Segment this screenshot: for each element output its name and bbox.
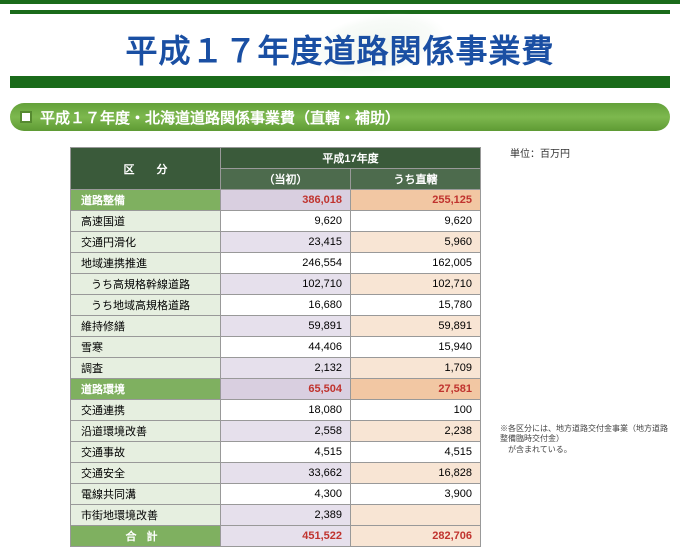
row-value-initial: 451,522 (221, 526, 351, 547)
section-subheader: 平成１７年度・北海道道路関係事業費（直轄・補助） (10, 103, 670, 131)
table-row: 合計451,522282,706 (71, 526, 481, 547)
row-label: 交通円滑化 (71, 232, 221, 253)
row-label: 道路整備 (71, 190, 221, 211)
row-label: 地域連携推進 (71, 253, 221, 274)
table-row: 道路整備386,018255,125 (71, 190, 481, 211)
table-row: 維持修繕59,89159,891 (71, 316, 481, 337)
row-value-initial: 9,620 (221, 211, 351, 232)
row-value-initial: 4,300 (221, 484, 351, 505)
row-label: 道路環境 (71, 379, 221, 400)
footnote-line1: ※各区分には、地方道路交付金事業（地方道路整備臨時交付金） (500, 424, 668, 443)
row-value-initial: 2,132 (221, 358, 351, 379)
table-row: 電線共同溝4,3003,900 (71, 484, 481, 505)
table-row: うち地域高規格道路16,68015,780 (71, 295, 481, 316)
col-initial: （当初） (221, 169, 351, 190)
row-value-initial: 2,389 (221, 505, 351, 526)
row-value-direct: 1,709 (351, 358, 481, 379)
row-label: 市街地環境改善 (71, 505, 221, 526)
subhead-text: 平成１７年度・北海道道路関係事業費（直轄・補助） (40, 107, 400, 128)
row-value-initial: 33,662 (221, 463, 351, 484)
budget-table: 区 分 平成17年度 （当初） うち直轄 道路整備386,018255,125高… (70, 147, 481, 547)
row-value-initial: 102,710 (221, 274, 351, 295)
row-value-direct: 3,900 (351, 484, 481, 505)
table-row: 調査2,1321,709 (71, 358, 481, 379)
table-row: 沿道環境改善2,5582,238 (71, 421, 481, 442)
row-value-direct: 2,238 (351, 421, 481, 442)
row-value-direct: 9,620 (351, 211, 481, 232)
table-row: 雪寒44,40615,940 (71, 337, 481, 358)
row-value-initial: 16,680 (221, 295, 351, 316)
row-label: 雪寒 (71, 337, 221, 358)
row-label: 高速国道 (71, 211, 221, 232)
row-value-initial: 4,515 (221, 442, 351, 463)
row-value-initial: 18,080 (221, 400, 351, 421)
table-row: 地域連携推進246,554162,005 (71, 253, 481, 274)
row-value-direct (351, 505, 481, 526)
row-value-initial: 2,558 (221, 421, 351, 442)
row-label: 電線共同溝 (71, 484, 221, 505)
unit-label: 単位：百万円 (510, 145, 570, 160)
footnote: ※各区分には、地方道路交付金事業（地方道路整備臨時交付金） が含まれている。 (500, 424, 670, 455)
table-row: 交通円滑化23,4155,960 (71, 232, 481, 253)
subhead-bullet-icon (20, 111, 32, 123)
row-label: 調査 (71, 358, 221, 379)
title-banner: 平成１７年度道路関係事業費 (10, 10, 670, 88)
col-direct: うち直轄 (351, 169, 481, 190)
row-value-direct: 27,581 (351, 379, 481, 400)
row-value-initial: 59,891 (221, 316, 351, 337)
row-value-direct: 15,780 (351, 295, 481, 316)
row-value-direct: 162,005 (351, 253, 481, 274)
row-value-direct: 282,706 (351, 526, 481, 547)
table-row: 交通連携18,080100 (71, 400, 481, 421)
col-category: 区 分 (71, 148, 221, 190)
row-value-direct: 59,891 (351, 316, 481, 337)
row-label: 交通事故 (71, 442, 221, 463)
col-year: 平成17年度 (221, 148, 481, 169)
row-value-initial: 44,406 (221, 337, 351, 358)
row-label: 維持修繕 (71, 316, 221, 337)
table-row: 交通安全33,66216,828 (71, 463, 481, 484)
row-label: 沿道環境改善 (71, 421, 221, 442)
row-value-initial: 246,554 (221, 253, 351, 274)
top-bar (0, 0, 680, 4)
row-label: うち地域高規格道路 (71, 295, 221, 316)
table-row: 道路環境65,50427,581 (71, 379, 481, 400)
row-value-initial: 65,504 (221, 379, 351, 400)
footnote-line2: が含まれている。 (500, 445, 572, 454)
row-value-direct: 16,828 (351, 463, 481, 484)
row-value-direct: 100 (351, 400, 481, 421)
row-value-direct: 255,125 (351, 190, 481, 211)
row-value-direct: 4,515 (351, 442, 481, 463)
table-row: 交通事故4,5154,515 (71, 442, 481, 463)
table-row: 高速国道9,6209,620 (71, 211, 481, 232)
row-label: 合計 (71, 526, 221, 547)
row-label: 交通連携 (71, 400, 221, 421)
table-row: 市街地環境改善2,389 (71, 505, 481, 526)
row-label: 交通安全 (71, 463, 221, 484)
table-row: うち高規格幹線道路102,710102,710 (71, 274, 481, 295)
row-value-initial: 386,018 (221, 190, 351, 211)
row-value-direct: 102,710 (351, 274, 481, 295)
row-value-direct: 5,960 (351, 232, 481, 253)
row-label: うち高規格幹線道路 (71, 274, 221, 295)
page-title: 平成１７年度道路関係事業費 (10, 26, 670, 72)
content-area: 単位：百万円 区 分 平成17年度 （当初） うち直轄 道路整備386,0182… (0, 139, 680, 547)
row-value-direct: 15,940 (351, 337, 481, 358)
row-value-initial: 23,415 (221, 232, 351, 253)
